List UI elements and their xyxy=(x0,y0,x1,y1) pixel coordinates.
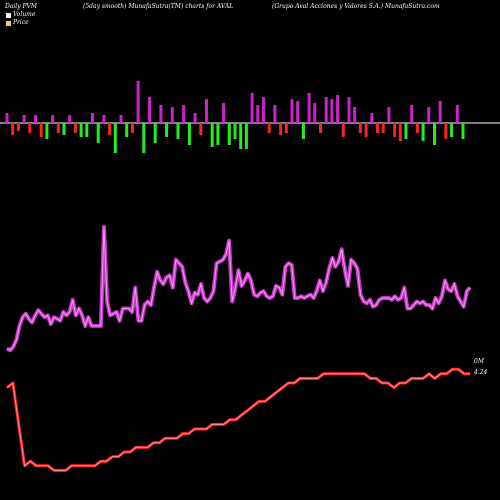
pvm-bar xyxy=(398,123,402,141)
volume-line-highlight xyxy=(6,226,471,351)
pvm-bar xyxy=(91,113,94,123)
pvm-bar xyxy=(267,123,271,133)
pvm-bar xyxy=(79,123,83,137)
pvm-bar xyxy=(56,123,60,133)
pvm-bar xyxy=(381,123,385,133)
pvm-bars xyxy=(5,81,465,153)
pvm-bar xyxy=(387,107,391,123)
legend: Volume Price xyxy=(6,11,35,27)
volume-end-label: 0M xyxy=(474,358,484,365)
price-line-highlight xyxy=(6,368,470,471)
pvm-bar xyxy=(421,123,425,141)
pvm-bar xyxy=(193,113,197,123)
pvm-bar xyxy=(216,123,220,145)
pvm-bar xyxy=(404,123,408,139)
legend-swatch-price xyxy=(6,20,11,26)
pvm-bar xyxy=(130,123,134,133)
pvm-bar xyxy=(336,95,340,123)
pvm-bar xyxy=(358,123,362,133)
price-line xyxy=(6,367,470,472)
pvm-bar xyxy=(182,105,186,123)
pvm-bar xyxy=(376,123,379,133)
pvm-bar xyxy=(96,123,100,143)
pvm-bar xyxy=(279,123,283,135)
pvm-bar xyxy=(176,123,180,139)
pvm-bar xyxy=(353,107,357,123)
pvm-bar xyxy=(68,115,72,123)
pvm-bar xyxy=(22,115,26,123)
pvm-bar xyxy=(296,101,300,123)
pvm-bar xyxy=(301,123,305,139)
pvm-bar xyxy=(262,97,265,123)
pvm-bar xyxy=(450,123,454,137)
volume-line xyxy=(6,224,472,353)
legend-label-volume: Volume xyxy=(13,11,36,18)
pvm-bar xyxy=(239,123,243,149)
header-left: Daily PVM xyxy=(5,3,38,10)
pvm-bar xyxy=(51,115,55,123)
pvm-bar xyxy=(62,123,66,135)
pvm-bar xyxy=(393,123,397,137)
pvm-bar xyxy=(199,123,203,135)
legend-swatch-volume xyxy=(6,12,11,18)
price-end-label: 4.24 xyxy=(474,369,488,376)
pvm-bar xyxy=(433,123,436,145)
pvm-bar xyxy=(313,103,317,123)
pvm-bar xyxy=(125,123,129,137)
pvm-bar xyxy=(415,123,419,133)
pvm-bar xyxy=(45,123,49,139)
pvm-bar xyxy=(324,97,328,123)
pvm-bar xyxy=(34,115,37,123)
pvm-bar xyxy=(290,99,294,123)
pvm-bar xyxy=(153,123,157,143)
pvm-bar xyxy=(438,101,442,123)
pvm-bar xyxy=(461,123,465,139)
pvm-bar xyxy=(205,99,208,123)
pvm-bar xyxy=(142,123,146,153)
pvm-bar xyxy=(444,123,448,139)
pvm-bar xyxy=(455,105,459,123)
legend-item-price: Price xyxy=(6,19,35,27)
pvm-bar xyxy=(284,123,288,133)
pvm-bar xyxy=(370,113,374,123)
pvm-bar xyxy=(250,93,254,123)
pvm-bar xyxy=(341,123,345,137)
pvm-bar xyxy=(165,123,169,137)
pvm-bar xyxy=(347,97,351,123)
pvm-bar xyxy=(222,103,226,123)
pvm-bar xyxy=(108,123,112,135)
pvm-bar xyxy=(319,123,322,133)
pvm-bar xyxy=(273,105,277,123)
pvm-bar xyxy=(119,115,123,123)
pvm-bar xyxy=(187,123,191,145)
pvm-bar xyxy=(102,115,106,123)
pvm-bar xyxy=(330,99,334,123)
legend-label-price: Price xyxy=(13,19,29,26)
header-center: (5day smooth) MunafaSutra(TM) charts for… xyxy=(83,3,234,10)
pvm-bar xyxy=(170,107,174,123)
pvm-bar xyxy=(148,97,151,123)
pvm-bar xyxy=(307,93,311,123)
pvm-bar xyxy=(227,123,231,145)
pvm-bar xyxy=(28,123,32,133)
pvm-bar xyxy=(85,123,89,137)
pvm-bar xyxy=(136,81,140,123)
pvm-bar xyxy=(159,105,163,123)
pvm-bar xyxy=(5,113,9,123)
pvm-bar xyxy=(233,123,237,139)
pvm-bar xyxy=(256,105,260,123)
pvm-bar xyxy=(364,123,368,137)
pvm-bar xyxy=(244,123,248,149)
pvm-bar xyxy=(210,123,214,147)
pvm-bar xyxy=(39,123,43,137)
pvm-bar xyxy=(16,123,20,131)
pvm-bar xyxy=(113,123,117,153)
pvm-bar xyxy=(73,123,77,133)
pvm-bar xyxy=(410,105,414,123)
legend-item-volume: Volume xyxy=(6,11,35,19)
header-right: (Grupo Aval Acciones y Valores S.A.) Mun… xyxy=(272,3,440,10)
pvm-bar xyxy=(11,123,15,135)
pvm-bar xyxy=(427,107,431,123)
